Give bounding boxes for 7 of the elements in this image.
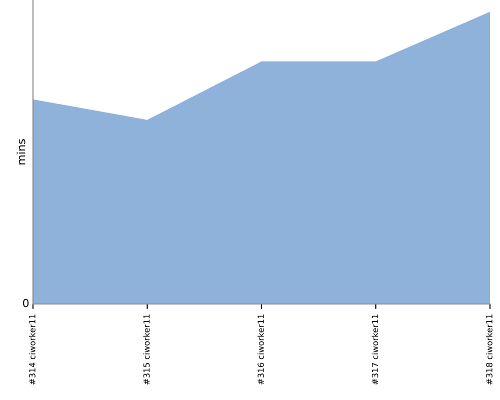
x-tick-label: #318 ciworker11 [486, 314, 492, 385]
text: 0 [23, 298, 29, 308]
x-tick-label: #315 ciworker11 [143, 314, 150, 385]
x-tick-label: #317 ciworker11 [372, 314, 378, 385]
y-axis-title: mins [16, 139, 26, 164]
x-tick-label: #314 ciworker11 [28, 314, 36, 385]
x-tick-label: #316 ciworker11 [257, 314, 264, 385]
